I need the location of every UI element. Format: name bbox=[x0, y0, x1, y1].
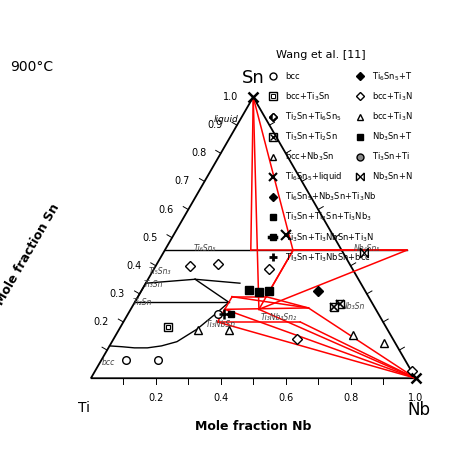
Text: Ti$_6$Sn$_5$+Nb$_3$Sn+Ti$_3$Nb: Ti$_6$Sn$_5$+Nb$_3$Sn+Ti$_3$Nb bbox=[285, 191, 376, 203]
Text: Ti$_3$Sn+Ti$_2$Sn: Ti$_3$Sn+Ti$_2$Sn bbox=[285, 130, 337, 143]
Text: Mole fraction Sn: Mole fraction Sn bbox=[0, 202, 62, 308]
Text: 0.8: 0.8 bbox=[191, 148, 206, 158]
Text: Nb₃Sn: Nb₃Sn bbox=[341, 302, 365, 311]
Text: 1.0: 1.0 bbox=[223, 92, 238, 102]
Text: Nb$_3$Sn+T: Nb$_3$Sn+T bbox=[372, 130, 412, 143]
Text: Sn: Sn bbox=[242, 69, 264, 87]
Text: Ti₃NbSn: Ti₃NbSn bbox=[206, 320, 236, 329]
Text: 0.9: 0.9 bbox=[207, 120, 222, 130]
Text: Mole fraction Nb: Mole fraction Nb bbox=[195, 420, 311, 433]
Text: Ti$_3$Sn+Ti: Ti$_3$Sn+Ti bbox=[372, 151, 410, 163]
Text: Ti₂Sn: Ti₂Sn bbox=[133, 298, 152, 307]
Text: Wang et al. [11]: Wang et al. [11] bbox=[276, 50, 365, 60]
Polygon shape bbox=[273, 113, 277, 120]
Text: Ti₃Sn: Ti₃Sn bbox=[144, 280, 163, 289]
Text: Ti$_6$Sn$_5$+T: Ti$_6$Sn$_5$+T bbox=[372, 70, 412, 82]
Text: 0.6: 0.6 bbox=[158, 204, 173, 215]
Text: 0.2: 0.2 bbox=[148, 393, 164, 403]
Text: Nb: Nb bbox=[407, 401, 430, 419]
Text: Ti$_2$Sn+Ti$_6$Sn$_5$: Ti$_2$Sn+Ti$_6$Sn$_5$ bbox=[285, 110, 342, 123]
Text: 0.2: 0.2 bbox=[93, 317, 109, 327]
Text: bcc+Ti$_3$N: bcc+Ti$_3$N bbox=[372, 90, 412, 103]
Text: 0.7: 0.7 bbox=[174, 176, 190, 186]
Text: 0.5: 0.5 bbox=[142, 233, 157, 243]
Text: 0.4: 0.4 bbox=[126, 261, 141, 271]
Text: 0.8: 0.8 bbox=[343, 393, 358, 403]
Text: 0.6: 0.6 bbox=[278, 393, 293, 403]
Text: Ti: Ti bbox=[78, 401, 91, 415]
Text: bcc+Nb$_3$Sn: bcc+Nb$_3$Sn bbox=[285, 151, 334, 163]
Text: Nb$_3$Sn+N: Nb$_3$Sn+N bbox=[372, 171, 412, 183]
Text: 0.4: 0.4 bbox=[213, 393, 228, 403]
Text: 900°C: 900°C bbox=[10, 60, 53, 74]
Text: liquid: liquid bbox=[214, 115, 238, 124]
Text: bcc: bcc bbox=[101, 358, 115, 367]
Text: 0.3: 0.3 bbox=[110, 289, 125, 299]
Text: Ti₆Sn₅: Ti₆Sn₅ bbox=[193, 244, 216, 253]
Text: 1.0: 1.0 bbox=[408, 393, 423, 403]
Text: bcc: bcc bbox=[285, 72, 300, 81]
Text: Ti$_6$Sn$_5$+liquid: Ti$_6$Sn$_5$+liquid bbox=[285, 171, 343, 183]
Text: bcc+Ti$_3$N: bcc+Ti$_3$N bbox=[372, 110, 412, 123]
Text: Ti$_3$Sn+Ti$_2$Sn+Ti$_3$Nb$_3$: Ti$_3$Sn+Ti$_2$Sn+Ti$_3$Nb$_3$ bbox=[285, 211, 372, 223]
Text: Ti₅Sn₃: Ti₅Sn₃ bbox=[149, 267, 172, 276]
Text: Ti$_3$Sn+Ti$_3$NbSn+Ti$_3$N: Ti$_3$Sn+Ti$_3$NbSn+Ti$_3$N bbox=[285, 231, 374, 244]
Text: Nb₄Sn₅: Nb₄Sn₅ bbox=[354, 244, 380, 253]
Text: Ti₃Nb₃Sn₂: Ti₃Nb₃Sn₂ bbox=[260, 313, 296, 322]
Text: bcc+Ti$_3$Sn: bcc+Ti$_3$Sn bbox=[285, 90, 330, 103]
Text: Ti$_3$Sn+Ti$_3$NbSn+bcc: Ti$_3$Sn+Ti$_3$NbSn+bcc bbox=[285, 251, 371, 264]
